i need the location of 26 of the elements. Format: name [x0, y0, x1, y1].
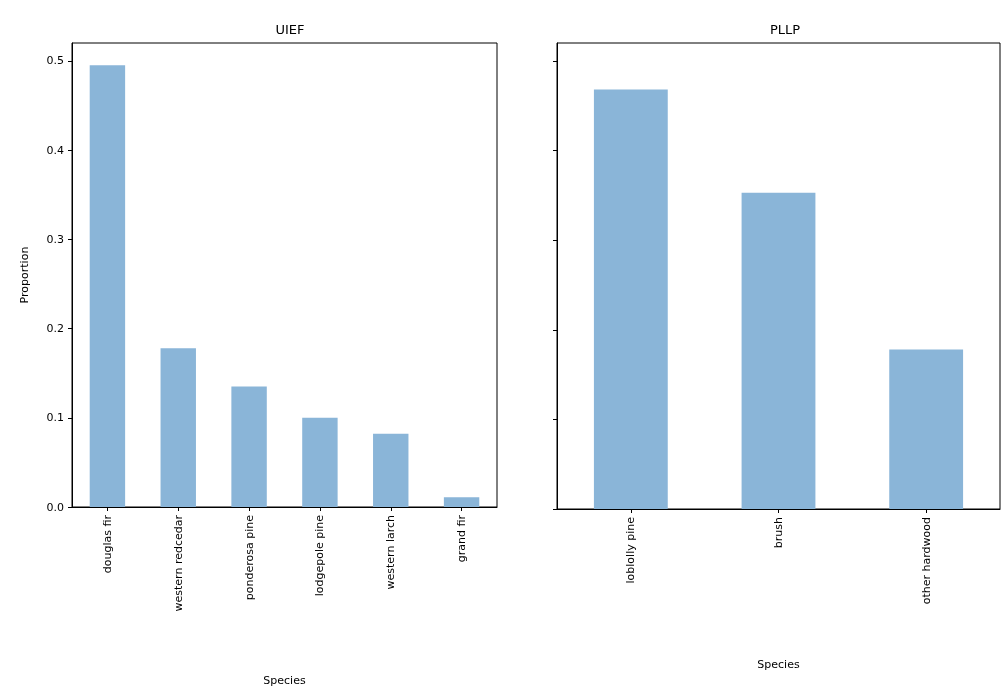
bar	[443, 497, 480, 507]
y-tick-label: 0.0	[46, 500, 64, 514]
chart-title: PLLP	[769, 22, 801, 37]
x-axis-title: Species	[757, 658, 800, 671]
y-tick-label: 0.2	[46, 322, 64, 336]
x-tick-label: western larch	[384, 514, 398, 590]
x-tick-label: other hardwood	[919, 517, 933, 605]
chart-title: UIEF	[275, 22, 305, 37]
bar	[160, 348, 196, 507]
y-tick-label: 0.3	[46, 232, 64, 246]
x-tick-label: ponderosa pine	[242, 514, 256, 601]
x-tick-label: grand fir	[455, 514, 469, 563]
y-tick-label: 0.5	[46, 54, 64, 68]
x-tick-label: douglas fir	[100, 514, 114, 574]
bar	[302, 417, 338, 507]
bar	[89, 65, 126, 507]
x-axis-title: Species	[263, 674, 306, 687]
x-tick-label: western redcedar	[171, 514, 185, 612]
x-tick-label: brush	[772, 516, 785, 549]
y-tick-label: 0.4	[46, 143, 64, 157]
bar	[373, 433, 409, 507]
y-tick-label: 0.1	[46, 411, 64, 425]
x-tick-label: loblolly pine	[624, 516, 638, 584]
bar	[231, 386, 267, 507]
y-axis-title: Proportion	[18, 246, 31, 304]
x-tick-label: lodgepole pine	[313, 514, 327, 597]
